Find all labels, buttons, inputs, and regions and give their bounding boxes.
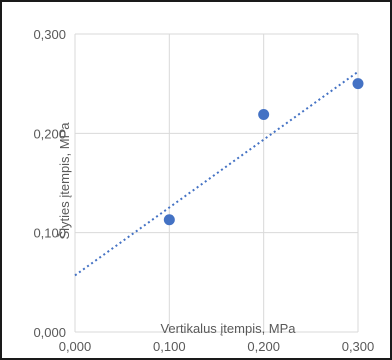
trendline-group [74, 70, 359, 277]
x-tick-label: 0,000 [59, 339, 92, 354]
data-point [258, 108, 270, 120]
x-tick-label: 0,300 [342, 339, 375, 354]
x-tick-label: 0,200 [247, 339, 280, 354]
x-tick-label: 0,100 [153, 339, 186, 354]
x-tick-labels: 0,000 0,100 0,200 0,300 [59, 339, 375, 354]
y-tick-label: 0,100 [33, 226, 66, 241]
y-tick-label: 0,000 [33, 325, 66, 340]
data-point [352, 78, 364, 90]
y-tick-labels: 0,000 0,100 0,200 0,300 [33, 27, 66, 340]
data-points [163, 78, 364, 226]
gridlines [74, 33, 359, 333]
y-tick-label: 0,200 [33, 126, 66, 141]
x-axis-title: Vertikalus įtempis, MPa [160, 321, 296, 336]
trendline [74, 70, 359, 277]
y-tick-label: 0,300 [33, 27, 66, 42]
data-point [163, 214, 175, 226]
y-axis-title: Šlyties įtempis, MPa [57, 122, 72, 240]
